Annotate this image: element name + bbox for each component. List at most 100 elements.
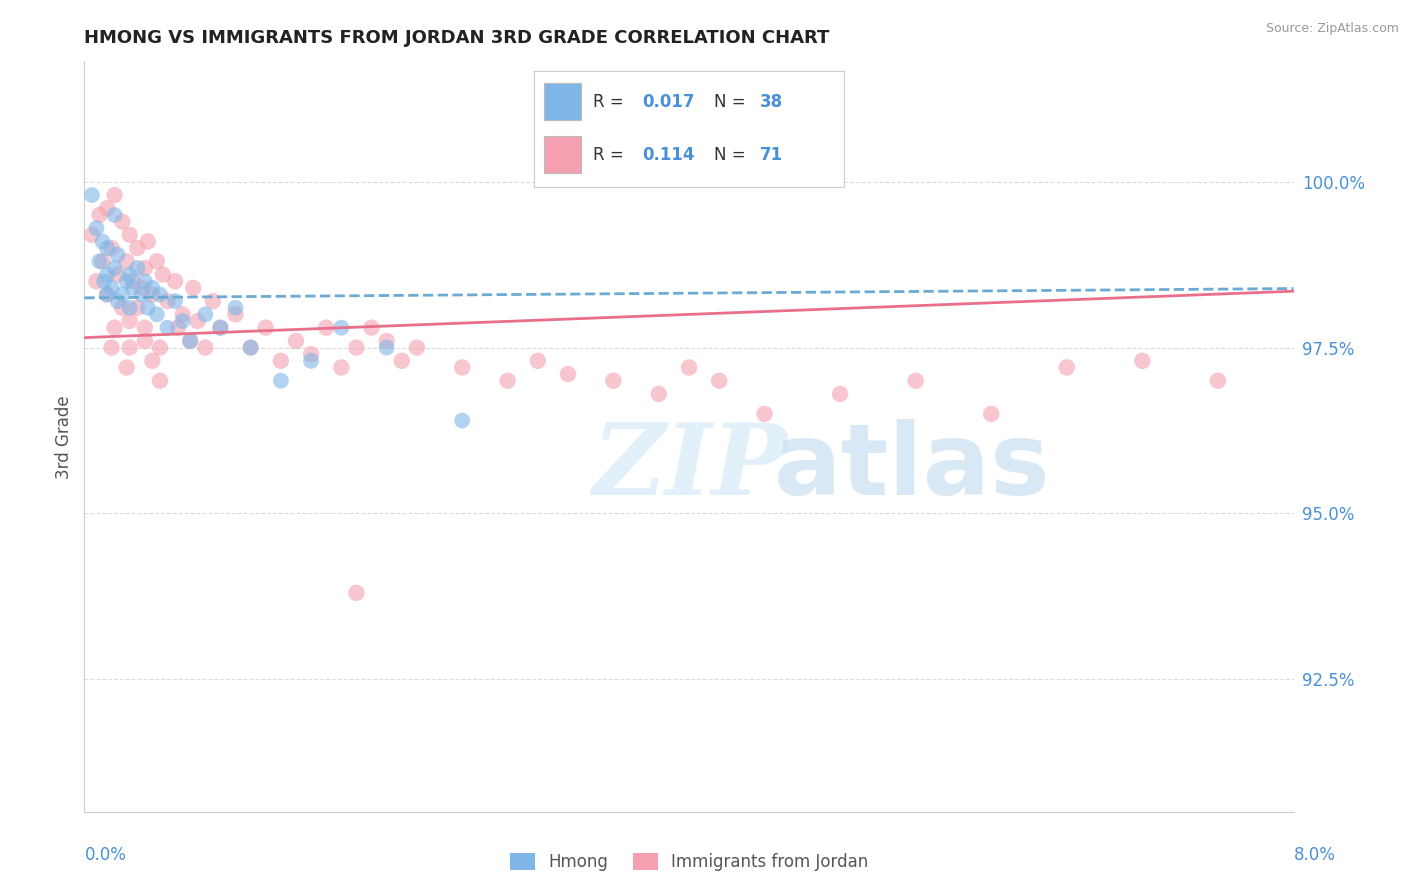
Point <box>167 320 190 334</box>
Point <box>299 347 322 361</box>
Point <box>100 281 122 295</box>
Text: 0.017: 0.017 <box>643 93 695 111</box>
Point <box>179 334 201 348</box>
Point <box>100 241 122 255</box>
Text: 0.0%: 0.0% <box>84 846 127 863</box>
Point <box>104 188 127 202</box>
Point <box>96 241 118 255</box>
Point <box>107 248 129 262</box>
Text: R =: R = <box>593 93 628 111</box>
Point <box>330 360 353 375</box>
Point <box>111 301 134 315</box>
Bar <box>544 83 581 120</box>
Point <box>80 188 103 202</box>
Point <box>496 374 519 388</box>
Point <box>1206 374 1229 388</box>
Text: 38: 38 <box>761 93 783 111</box>
Point <box>118 227 141 242</box>
Point <box>96 268 118 282</box>
Text: HMONG VS IMMIGRANTS FROM JORDAN 3RD GRADE CORRELATION CHART: HMONG VS IMMIGRANTS FROM JORDAN 3RD GRAD… <box>84 29 830 47</box>
Point <box>181 281 204 295</box>
Point <box>118 268 141 282</box>
Point <box>709 374 731 388</box>
Point <box>209 320 232 334</box>
Point <box>146 254 169 268</box>
Point <box>375 341 398 355</box>
Point <box>165 274 187 288</box>
Point <box>107 294 129 309</box>
Point <box>172 314 194 328</box>
Point <box>225 307 247 321</box>
Legend: Hmong, Immigrants from Jordan: Hmong, Immigrants from Jordan <box>509 853 869 871</box>
Point <box>149 287 172 301</box>
Text: atlas: atlas <box>773 418 1050 516</box>
Point <box>270 354 292 368</box>
Point <box>360 320 382 334</box>
Point <box>156 294 179 309</box>
Text: N =: N = <box>714 93 751 111</box>
Point <box>451 360 474 375</box>
Point <box>557 367 579 381</box>
Text: 0.114: 0.114 <box>643 146 695 164</box>
Point <box>111 214 134 228</box>
Point <box>648 387 671 401</box>
Point <box>980 407 1002 421</box>
Point <box>299 354 322 368</box>
Point <box>107 268 129 282</box>
Point <box>80 227 103 242</box>
Text: 71: 71 <box>761 146 783 164</box>
Point <box>118 301 141 315</box>
Point <box>209 320 232 334</box>
Point <box>134 334 156 348</box>
Point <box>346 341 368 355</box>
Point <box>391 354 413 368</box>
Point <box>179 334 201 348</box>
Point <box>118 314 141 328</box>
Point <box>104 320 127 334</box>
Point <box>451 413 474 427</box>
Point <box>315 320 337 334</box>
Point <box>141 354 163 368</box>
Text: N =: N = <box>714 146 751 164</box>
Point <box>136 235 159 249</box>
Point <box>330 320 353 334</box>
Point <box>406 341 429 355</box>
Point <box>904 374 927 388</box>
Point <box>115 254 138 268</box>
Point <box>91 254 114 268</box>
Point <box>96 287 118 301</box>
Point <box>1132 354 1154 368</box>
Point <box>111 287 134 301</box>
Point <box>146 307 169 321</box>
Point <box>134 260 156 275</box>
Point <box>131 281 153 295</box>
Point <box>104 260 127 275</box>
Point <box>149 341 172 355</box>
Y-axis label: 3rd Grade: 3rd Grade <box>55 395 73 479</box>
Point <box>225 301 247 315</box>
Point <box>187 314 209 328</box>
Point <box>96 202 118 216</box>
Point <box>152 268 174 282</box>
Point <box>121 274 143 288</box>
Point <box>115 360 138 375</box>
Point <box>201 294 224 309</box>
Point <box>1056 360 1078 375</box>
Point <box>93 274 115 288</box>
Point <box>127 301 149 315</box>
Point <box>156 320 179 334</box>
Text: 8.0%: 8.0% <box>1294 846 1336 863</box>
Point <box>91 235 114 249</box>
Point <box>141 281 163 295</box>
Point <box>127 241 149 255</box>
Point <box>136 301 159 315</box>
Point <box>194 341 217 355</box>
Point <box>172 307 194 321</box>
Point <box>239 341 262 355</box>
Point <box>141 287 163 301</box>
Point <box>86 274 108 288</box>
Point <box>375 334 398 348</box>
Point <box>118 341 141 355</box>
Point <box>830 387 852 401</box>
Text: ZIP: ZIP <box>592 419 787 516</box>
